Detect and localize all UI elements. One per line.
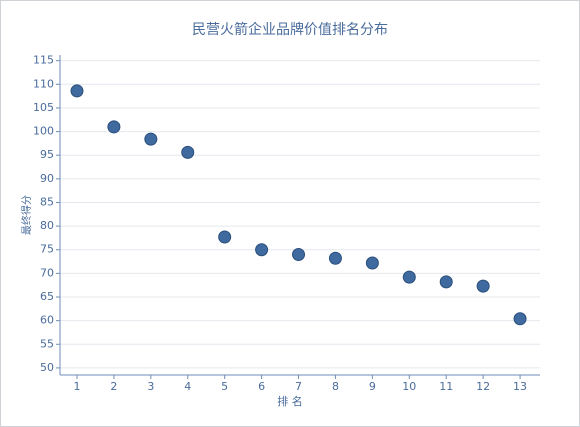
point [292,247,306,261]
point [513,312,527,326]
x-axis-label: 排 名 [277,394,303,408]
y-tick-label: 60 [40,314,54,327]
point [107,120,121,134]
y-tick-label: 115 [33,54,54,67]
y-tick-label: 85 [40,195,54,208]
point [476,279,490,293]
x-tick-label: 7 [295,380,302,393]
point [70,84,84,98]
y-tick-label: 80 [40,219,54,232]
x-tick-label: 11 [439,380,453,393]
y-tick-label: 55 [40,337,54,350]
point [439,275,453,289]
x-tick-label: 6 [258,380,265,393]
y-tick-label: 95 [40,148,54,161]
point [402,270,416,284]
y-tick-label: 110 [33,77,54,90]
x-tick-label: 4 [184,380,191,393]
y-tick-label: 50 [40,361,54,374]
x-tick-label: 3 [147,380,154,393]
point [328,251,342,265]
point [255,243,269,257]
x-tick-label: 8 [332,380,339,393]
x-tick-label: 5 [221,380,228,393]
y-tick-label: 75 [40,243,54,256]
point [181,145,195,159]
point [365,256,379,270]
x-tick-label: 13 [513,380,527,393]
y-tick-label: 70 [40,266,54,279]
y-tick-label: 90 [40,172,54,185]
point [144,132,158,146]
y-tick-label: 105 [33,101,54,114]
y-tick-label: 65 [40,290,54,303]
x-tick-label: 12 [476,380,490,393]
x-tick-label: 2 [110,380,117,393]
y-axis-label: 最终得分 [20,195,33,235]
chart-title: 民营火箭企业品牌价值排名分布 [192,21,388,38]
x-tick-label: 10 [402,380,416,393]
point [218,230,232,244]
y-tick-label: 100 [33,125,54,138]
x-tick-label: 9 [369,380,376,393]
x-tick-label: 1 [73,380,80,393]
